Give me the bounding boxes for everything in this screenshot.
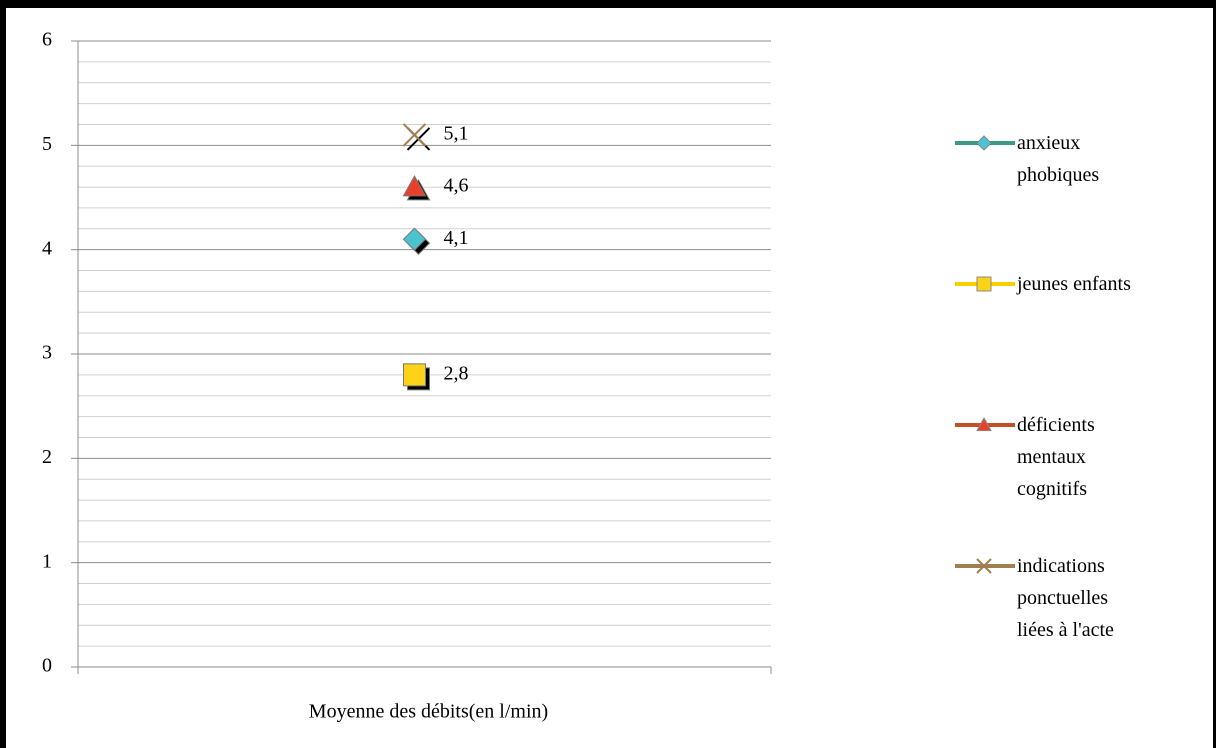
legend-key [955,135,1015,151]
legend-label: anxieux phobiques [1017,132,1100,186]
y-tick-label: 6 [42,29,52,51]
marker [976,416,992,432]
marker [976,135,992,151]
y-tick-label: 1 [42,550,52,572]
legend-label: indications ponctuelles liées à l'acte [1017,555,1114,641]
legend-key [955,558,1015,574]
y-tick-label: 4 [42,237,52,259]
y-tick-label: 5 [42,133,52,155]
marker [976,558,992,574]
marker [403,363,426,387]
y-tick-label: 3 [42,342,52,364]
data-label: 2,8 [444,362,469,384]
marker [402,227,427,251]
legend-key [955,276,1015,292]
data-label: 5,1 [444,122,469,144]
data-label: 4,6 [444,175,469,197]
data-label: 4,1 [444,227,469,249]
legend-key [955,416,1015,432]
y-tick-label: 2 [42,446,52,468]
x-tick-label: Moyenne des débits(en l/min) [309,701,548,723]
marker [976,276,992,292]
y-tick-label: 0 [42,655,52,677]
marker [402,175,427,197]
legend-label: déficients mentaux cognitifs [1017,414,1095,500]
marker [402,123,427,147]
legend-label: jeunes enfants [1017,273,1131,295]
